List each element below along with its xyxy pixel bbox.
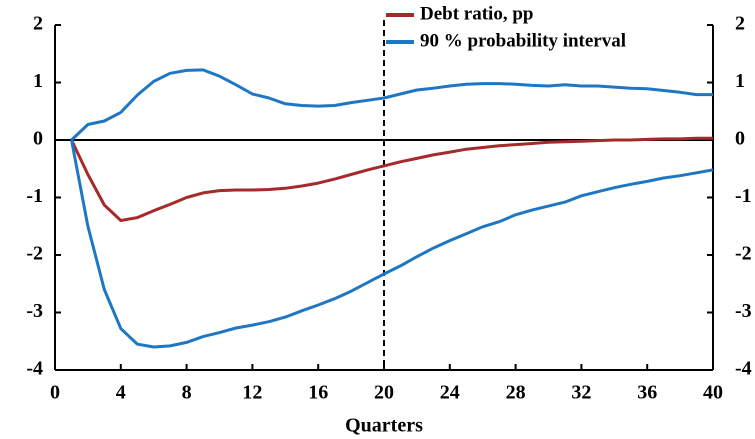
y2-tick-label: -4 (735, 358, 752, 380)
x-tick-label: 36 (637, 382, 657, 404)
y-tick-label: -4 (26, 358, 43, 380)
legend-label: 90 % probability interval (420, 30, 626, 51)
y2-tick-label: -2 (735, 243, 752, 265)
y2-tick-label: 1 (735, 70, 745, 92)
y-tick-label: -2 (26, 243, 43, 265)
y-tick-label: -3 (26, 300, 43, 322)
y2-tick-label: 0 (735, 128, 745, 150)
x-tick-label: 20 (374, 382, 394, 404)
x-tick-label: 4 (116, 382, 126, 404)
data-line (70, 68, 713, 142)
x-axis-label: Quarters (345, 415, 423, 437)
data-line (70, 136, 713, 222)
y2-tick-label: -1 (735, 185, 752, 207)
legend-label: Debt ratio, pp (420, 3, 533, 24)
x-tick-label: 12 (242, 382, 262, 404)
x-tick-label: 8 (182, 382, 192, 404)
y-tick-label: 2 (33, 13, 43, 35)
x-tick-label: 32 (571, 382, 591, 404)
x-tick-label: 40 (703, 382, 723, 404)
y2-tick-label: -3 (735, 300, 752, 322)
y-tick-label: -1 (26, 185, 43, 207)
y-tick-label: 1 (33, 70, 43, 92)
x-tick-label: 28 (506, 382, 526, 404)
x-tick-label: 16 (308, 382, 328, 404)
y2-tick-label: 2 (735, 13, 745, 35)
x-tick-label: 24 (440, 382, 460, 404)
y-tick-label: 0 (33, 128, 43, 150)
data-line (70, 139, 714, 349)
x-tick-label: 0 (50, 382, 60, 404)
